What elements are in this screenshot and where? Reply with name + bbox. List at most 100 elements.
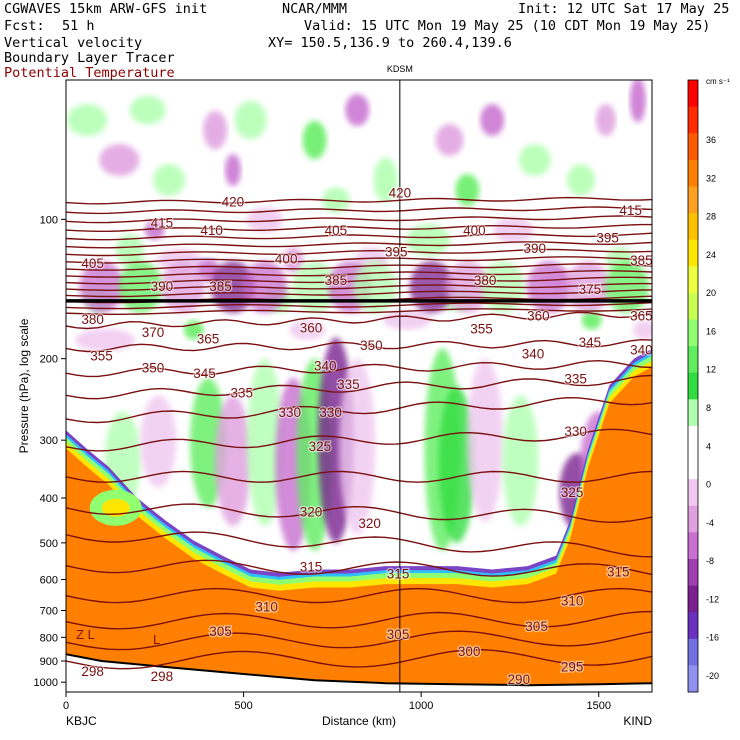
vv-column [339, 358, 376, 535]
theta-label: 360 [527, 308, 550, 323]
colorbar-tick-label: -12 [706, 594, 719, 604]
header-field-vv: Vertical velocity [4, 35, 143, 51]
theta-label: 400 [463, 223, 486, 238]
theta-label: 345 [193, 366, 216, 381]
colorbar-swatch [688, 612, 698, 640]
theta-label: 345 [579, 335, 602, 350]
colorbar-swatch [688, 665, 698, 693]
theta-label: 330 [319, 405, 342, 420]
colorbar-swatch [688, 479, 698, 507]
colorbar-swatch [688, 505, 698, 533]
colorbar-tick-label: 24 [706, 250, 716, 260]
theta-label: 335 [564, 372, 587, 387]
vv-blob [595, 104, 616, 136]
theta-contour [66, 359, 652, 378]
x-tick-label: 500 [234, 700, 252, 712]
theta-contour [66, 428, 652, 452]
theta-label: 300 [458, 644, 481, 659]
theta-label: 298 [151, 669, 174, 684]
theta-contour [66, 276, 652, 285]
y-tick-label: 1000 [34, 677, 58, 689]
vv-blob [382, 310, 431, 330]
theta-contour [66, 531, 652, 558]
colorbar-swatch [688, 532, 698, 560]
theta-contour [66, 610, 652, 630]
theta-label: 325 [309, 439, 332, 454]
theta-contour [66, 241, 652, 249]
colorbar-unit: cm s⁻¹ [706, 77, 730, 86]
low-marker: L [153, 632, 160, 647]
theta-label: 315 [300, 559, 323, 574]
theta-label: 410 [200, 223, 223, 238]
theta-label: 365 [197, 332, 220, 347]
header-init: Init: 12 UTC Sat 17 May 25 [518, 1, 730, 17]
bl-pocket [101, 498, 130, 517]
vv-column [467, 358, 504, 522]
header-fcst-value: 51 h [62, 18, 95, 34]
vv-blob [373, 157, 398, 203]
theta-label: 385 [630, 253, 653, 268]
header-field-theta: Potential Temperature [4, 65, 175, 81]
vv-blob [629, 80, 646, 123]
header-model: CGWAVES 15km ARW-GFS init [4, 1, 208, 17]
terrain-line [66, 653, 652, 687]
vv-column [438, 386, 475, 543]
colorbar-swatch [688, 558, 698, 587]
vv-blob [75, 328, 136, 352]
theta-label: 365 [630, 308, 653, 323]
colorbar-tick-label: 8 [706, 403, 711, 413]
colorbar-tick-label: 0 [706, 480, 711, 490]
colorbar-swatch [688, 266, 698, 294]
vv-blob [321, 187, 350, 213]
theta-label: 335 [231, 386, 254, 401]
colorbar-swatch [688, 80, 698, 108]
colorbar-swatch [688, 186, 698, 214]
vv-blob [480, 104, 505, 136]
y-tick-label: 900 [40, 656, 58, 668]
vv-blob [493, 217, 534, 243]
vv-blob [455, 174, 480, 206]
theta-label: 320 [358, 516, 381, 531]
theta-label: 290 [508, 672, 531, 687]
vv-blob [581, 310, 602, 330]
y-tick-label: 100 [40, 214, 58, 226]
theta-contour [66, 282, 652, 292]
theta-label: 380 [474, 273, 497, 288]
theta-label: 315 [387, 566, 410, 581]
y-tick-label: 200 [40, 354, 58, 366]
colorbar-swatch [688, 159, 698, 187]
theta-label: 400 [275, 251, 298, 266]
theta-contour [66, 206, 652, 215]
colorbar-swatch [688, 292, 698, 320]
theta-label: 310 [561, 594, 584, 609]
colorbar-swatch [688, 106, 698, 134]
theta-contour [66, 256, 652, 264]
x-axis-label: Distance (km) [322, 714, 396, 728]
colorbar-swatch [688, 425, 698, 454]
theta-label: 355 [470, 322, 493, 337]
theta-label: 335 [337, 377, 360, 392]
theta-contour [66, 223, 652, 232]
theta-label: 420 [389, 186, 412, 201]
bl-tracer-fill [66, 366, 652, 692]
plot-frame [65, 79, 653, 693]
vv-blob [246, 207, 283, 233]
theta-label: 420 [222, 195, 245, 210]
theta-contour [66, 587, 652, 604]
colorbar-swatch [688, 133, 698, 161]
vv-blob [435, 124, 464, 156]
theta-label: 380 [81, 312, 104, 327]
theta-label: 405 [81, 256, 104, 271]
theta-label: 385 [325, 273, 348, 288]
theta-label: 305 [387, 627, 410, 642]
y-tick-label: 600 [40, 575, 58, 587]
theta-label: 350 [360, 338, 383, 353]
theta-contour [66, 232, 652, 241]
vv-blob [345, 94, 370, 126]
theta-contour [66, 559, 652, 577]
theta-label: 325 [561, 485, 584, 500]
theta-label: 350 [142, 360, 165, 375]
colorbar-tick-label: 36 [706, 135, 716, 145]
theta-label: 310 [255, 600, 278, 615]
